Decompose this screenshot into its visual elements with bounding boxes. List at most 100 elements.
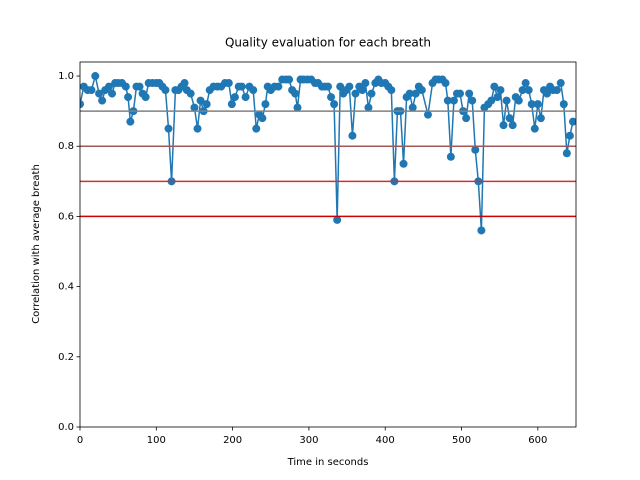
data-point bbox=[285, 75, 294, 84]
data-point bbox=[274, 82, 283, 91]
data-point bbox=[124, 93, 133, 102]
data-point bbox=[80, 100, 84, 109]
data-point bbox=[408, 103, 417, 112]
data-point bbox=[91, 72, 100, 81]
data-point bbox=[196, 96, 205, 105]
data-point bbox=[552, 86, 561, 95]
data-point bbox=[527, 100, 536, 109]
data-point bbox=[490, 82, 499, 91]
data-point bbox=[568, 117, 576, 126]
data-point bbox=[291, 89, 300, 98]
data-point bbox=[423, 110, 432, 119]
data-point bbox=[559, 100, 568, 109]
x-tick-label: 500 bbox=[452, 435, 471, 446]
x-tick-label: 0 bbox=[77, 435, 83, 446]
data-point bbox=[345, 82, 354, 91]
data-point bbox=[164, 124, 173, 133]
data-point bbox=[487, 96, 496, 105]
data-point bbox=[141, 93, 150, 102]
x-tick-label: 300 bbox=[299, 435, 318, 446]
data-point bbox=[327, 93, 336, 102]
y-tick-label: 0.6 bbox=[58, 211, 74, 222]
y-tick-label: 0.2 bbox=[58, 352, 74, 363]
data-point bbox=[241, 93, 250, 102]
data-point bbox=[367, 89, 376, 98]
data-point bbox=[180, 79, 189, 88]
data-point bbox=[446, 152, 455, 161]
data-point bbox=[417, 86, 426, 95]
data-point bbox=[462, 114, 471, 123]
data-point bbox=[536, 114, 545, 123]
data-point bbox=[471, 145, 480, 154]
y-tick-label: 0.4 bbox=[58, 282, 74, 293]
data-point bbox=[202, 100, 211, 109]
y-tick-label: 0.0 bbox=[58, 422, 74, 433]
x-tick-label: 600 bbox=[528, 435, 547, 446]
data-point bbox=[441, 79, 450, 88]
data-point bbox=[249, 86, 258, 95]
data-point bbox=[252, 124, 261, 133]
y-axis-label: Correlation with average breath bbox=[31, 164, 42, 324]
data-point bbox=[121, 82, 130, 91]
data-point bbox=[493, 93, 502, 102]
plot-area bbox=[80, 72, 576, 235]
data-point bbox=[104, 82, 113, 91]
data-point bbox=[126, 117, 135, 126]
data-point bbox=[449, 96, 458, 105]
data-point bbox=[361, 79, 370, 88]
data-point bbox=[95, 89, 104, 98]
data-point bbox=[521, 79, 530, 88]
x-tick-label: 400 bbox=[376, 435, 395, 446]
data-point bbox=[496, 86, 505, 95]
data-point bbox=[186, 89, 195, 98]
data-point bbox=[518, 86, 527, 95]
data-point bbox=[336, 82, 345, 91]
data-point bbox=[258, 114, 267, 123]
data-point bbox=[411, 89, 420, 98]
data-point bbox=[443, 96, 452, 105]
x-axis-label: Time in seconds bbox=[287, 457, 369, 468]
x-tick-label: 100 bbox=[147, 435, 166, 446]
data-point bbox=[565, 131, 574, 140]
data-point bbox=[533, 100, 542, 109]
data-point bbox=[358, 86, 367, 95]
data-point bbox=[405, 89, 414, 98]
data-point bbox=[330, 100, 339, 109]
data-point bbox=[227, 100, 236, 109]
data-point bbox=[108, 89, 117, 98]
data-point bbox=[135, 82, 144, 91]
data-point bbox=[502, 96, 511, 105]
data-point bbox=[161, 86, 170, 95]
data-point bbox=[348, 131, 357, 140]
data-point bbox=[505, 114, 514, 123]
data-point bbox=[224, 79, 233, 88]
data-point bbox=[387, 86, 396, 95]
data-point bbox=[293, 103, 302, 112]
data-point bbox=[399, 159, 408, 168]
data-point bbox=[87, 86, 96, 95]
data-point bbox=[230, 93, 239, 102]
x-tick-label: 200 bbox=[223, 435, 242, 446]
data-point bbox=[543, 89, 552, 98]
data-point bbox=[514, 96, 523, 105]
data-point bbox=[351, 89, 360, 98]
data-point bbox=[530, 124, 539, 133]
data-point bbox=[190, 103, 199, 112]
data-point bbox=[98, 96, 107, 105]
data-point bbox=[324, 82, 332, 91]
data-point bbox=[465, 89, 474, 98]
data-point bbox=[456, 89, 465, 98]
data-point bbox=[468, 96, 477, 105]
data-point bbox=[237, 82, 246, 91]
data-point bbox=[499, 121, 508, 130]
data-point bbox=[477, 226, 486, 235]
data-point bbox=[261, 100, 270, 109]
y-tick-label: 0.8 bbox=[58, 141, 74, 152]
data-point bbox=[333, 215, 342, 224]
data-point bbox=[508, 121, 517, 130]
chart-title: Quality evaluation for each breath bbox=[225, 36, 431, 50]
data-point bbox=[562, 149, 571, 158]
axes-frame bbox=[79, 61, 577, 428]
data-point bbox=[524, 86, 533, 95]
